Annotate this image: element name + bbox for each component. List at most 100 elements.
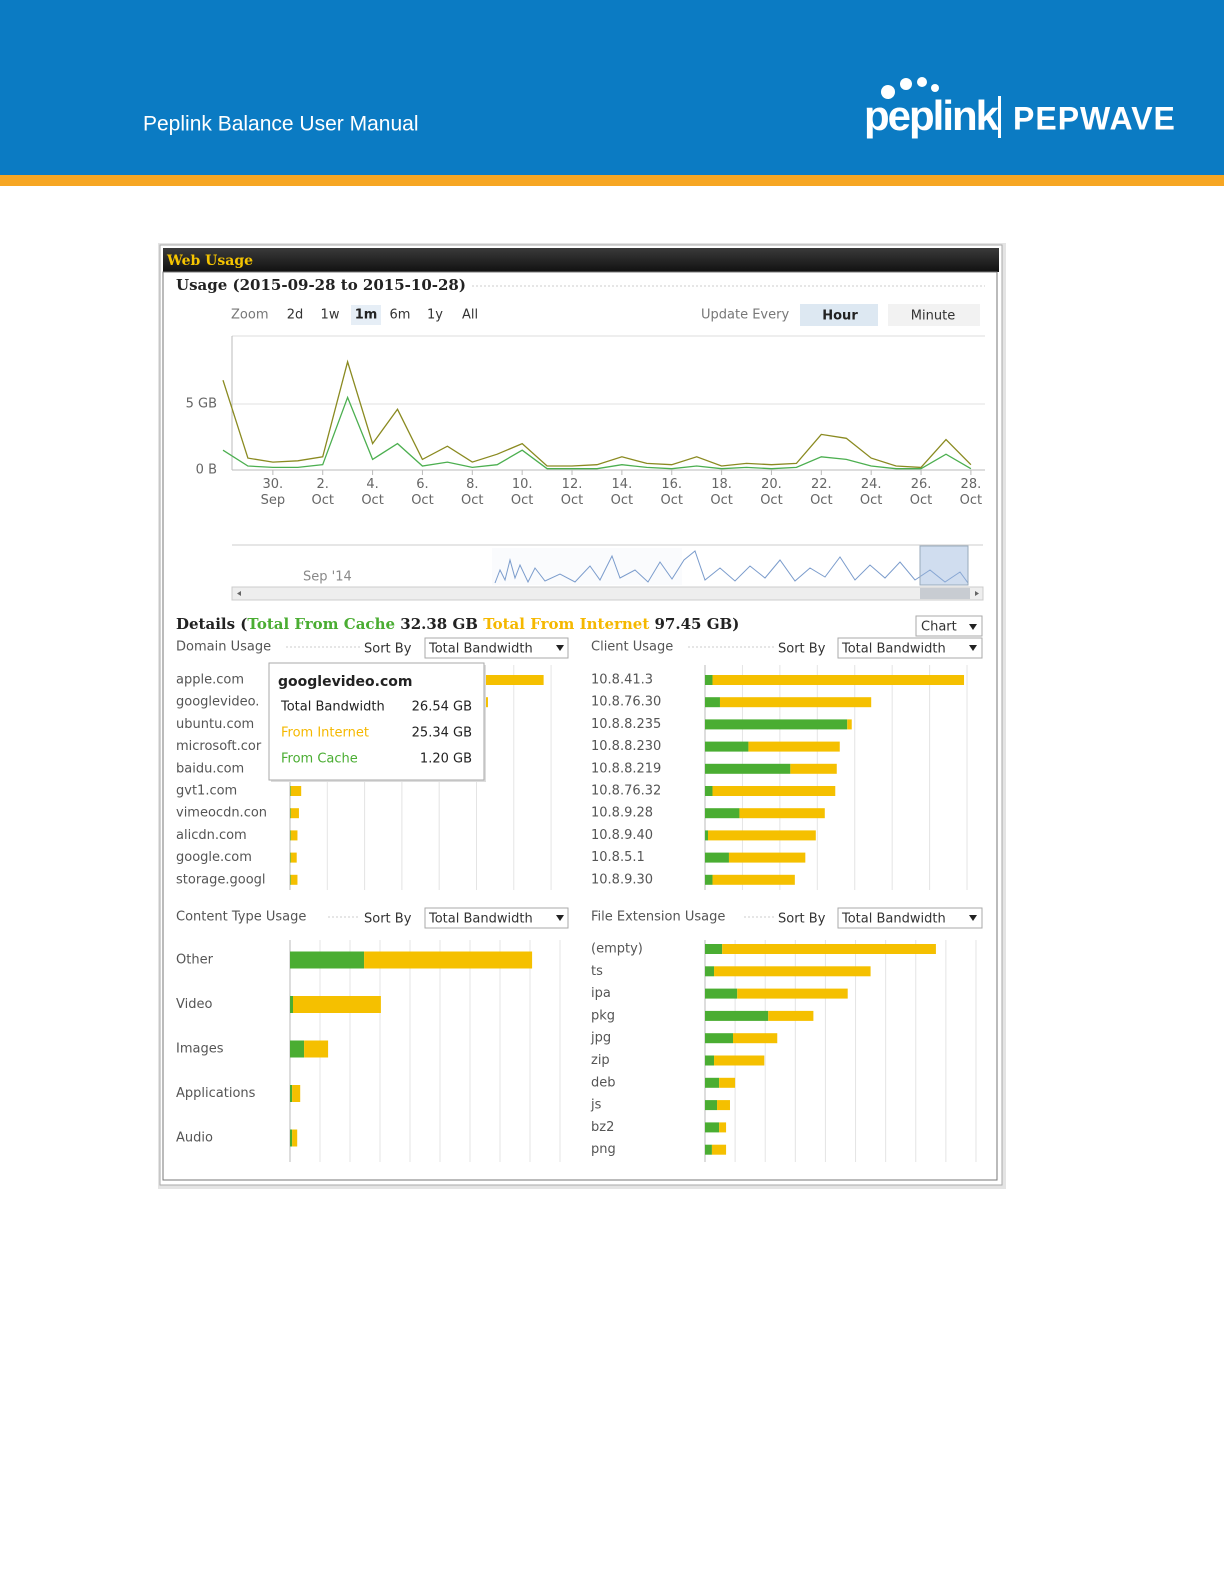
bar-segment (705, 1100, 718, 1111)
bar-segment (292, 1129, 298, 1147)
category-label: apple.com (176, 673, 244, 688)
x-tick-label-box: 8. Oct (461, 477, 483, 508)
x-tick-label: 12. Oct (560, 477, 584, 508)
bar-segment (705, 1077, 720, 1088)
minute-button-bg (888, 304, 980, 326)
x-tick-label: 18. Oct (710, 477, 733, 508)
cache-value: 32.38 GB (400, 615, 478, 633)
sort-label: Sort By (364, 642, 412, 657)
bar-segment (705, 697, 720, 708)
bar-segment (728, 852, 806, 863)
bar-segment (290, 1129, 293, 1147)
bar-segment (705, 1122, 720, 1133)
sort-select[interactable]: Total Bandwidth (428, 912, 533, 927)
bar-segment (768, 1010, 814, 1021)
internet-label: Total From Internet (483, 615, 649, 633)
category-label: googlevideo. (176, 695, 259, 710)
bar-segment (712, 786, 836, 796)
category-label: google.com (176, 850, 252, 865)
bar-segment (290, 1040, 305, 1058)
x-tick-label-box: 2. Oct (311, 477, 334, 508)
usage-line (222, 395, 972, 470)
usage-line (222, 359, 972, 469)
bar-segment (290, 996, 293, 1013)
view-select-text: Chart (921, 620, 957, 635)
sort-label: Sort By (778, 642, 826, 657)
x-tick-label-box: 20. Oct (760, 477, 783, 508)
zoom-selected-bg (351, 305, 381, 325)
category-label: pkg (591, 1008, 615, 1023)
category-label: microsoft.cor (176, 739, 262, 754)
bar-segment (748, 741, 840, 752)
category-label: 10.8.8.235 (591, 717, 661, 732)
details-line: Details (Total From Cache 32.38 GB Total… (176, 615, 739, 633)
bar-segment (705, 675, 713, 685)
zoom-button[interactable]: 1m (355, 308, 378, 323)
sort-select[interactable]: Total Bandwidth (841, 912, 946, 927)
bar-segment (705, 808, 740, 819)
category-label: vimeocdn.con (176, 806, 267, 821)
zoom-button[interactable]: 2d (287, 308, 304, 323)
category-label: deb (591, 1075, 616, 1090)
panel-title: Web Usage (166, 253, 253, 269)
category-label: Other (176, 953, 214, 968)
zoom-button[interactable]: All (462, 308, 478, 323)
bar-segment (705, 763, 791, 774)
category-label: baidu.com (176, 761, 244, 776)
tooltip-label: From Internet (281, 726, 369, 741)
x-tick-label-box: 18. Oct (710, 477, 733, 508)
update-button[interactable]: Hour (822, 309, 858, 324)
bar-segment (722, 944, 936, 954)
zoom-button[interactable]: 6m (390, 308, 411, 323)
category-label: storage.googl (176, 872, 266, 887)
bar-segment (712, 675, 965, 685)
zoom-label: Zoom (231, 308, 268, 323)
category-label: (empty) (591, 942, 643, 957)
bar-segment (790, 763, 837, 774)
category-label: ts (591, 964, 603, 979)
panel-body (162, 271, 998, 1181)
x-tick-label-box: 10. Oct (511, 477, 533, 508)
bar-segment (719, 697, 872, 708)
bar-segment (719, 1077, 736, 1088)
internet-value: 97.45 GB (655, 615, 733, 633)
tooltip-value: 25.34 GB (412, 726, 472, 741)
tooltip-value: 1.20 GB (420, 752, 472, 767)
x-tick-label-box: 6. Oct (411, 477, 434, 508)
bar-segment (719, 1122, 727, 1133)
x-tick-label: 22. Oct (810, 477, 833, 508)
x-tick-label-box: 28. Oct (960, 477, 982, 508)
view-select[interactable] (915, 615, 983, 637)
zoom-button[interactable]: 1w (321, 308, 340, 323)
bar-segment (304, 1040, 329, 1058)
tooltip: googlevideo.com Total Bandwidth 26.54 GB… (268, 662, 486, 782)
x-tick-label: 20. Oct (760, 477, 783, 508)
tooltip-label: Total Bandwidth (280, 700, 385, 715)
category-label: 10.8.9.40 (591, 828, 653, 843)
section-title: Content Type Usage (176, 910, 306, 925)
update-button[interactable]: Minute (911, 309, 955, 324)
zoom-button[interactable]: 1y (427, 308, 443, 323)
sort-select[interactable]: Total Bandwidth (428, 642, 533, 657)
category-label: jpg (590, 1031, 611, 1046)
bar-segment (290, 830, 298, 841)
sort-select[interactable]: Total Bandwidth (841, 642, 946, 657)
section-headers (286, 637, 983, 929)
x-tick-label: 24. Oct (859, 477, 883, 508)
bar-segment (705, 988, 738, 999)
bar-segment (847, 719, 852, 730)
bar-segment (292, 1085, 301, 1102)
category-label: 10.8.9.28 (591, 806, 653, 821)
x-tick-label: 2. Oct (311, 477, 334, 508)
bar-segment (711, 1144, 727, 1155)
bar-segment (290, 786, 291, 796)
x-tick-label: 6. Oct (411, 477, 434, 508)
bar-segment (290, 786, 302, 796)
bar-segment (705, 830, 708, 841)
bar-segment (705, 719, 848, 730)
sort-label: Sort By (364, 912, 412, 927)
x-tick-label: 16. Oct (660, 477, 683, 508)
header-stripe (0, 175, 1224, 186)
x-tick-label-box: 30. Sep (261, 477, 286, 508)
bar-segment (705, 1033, 733, 1044)
